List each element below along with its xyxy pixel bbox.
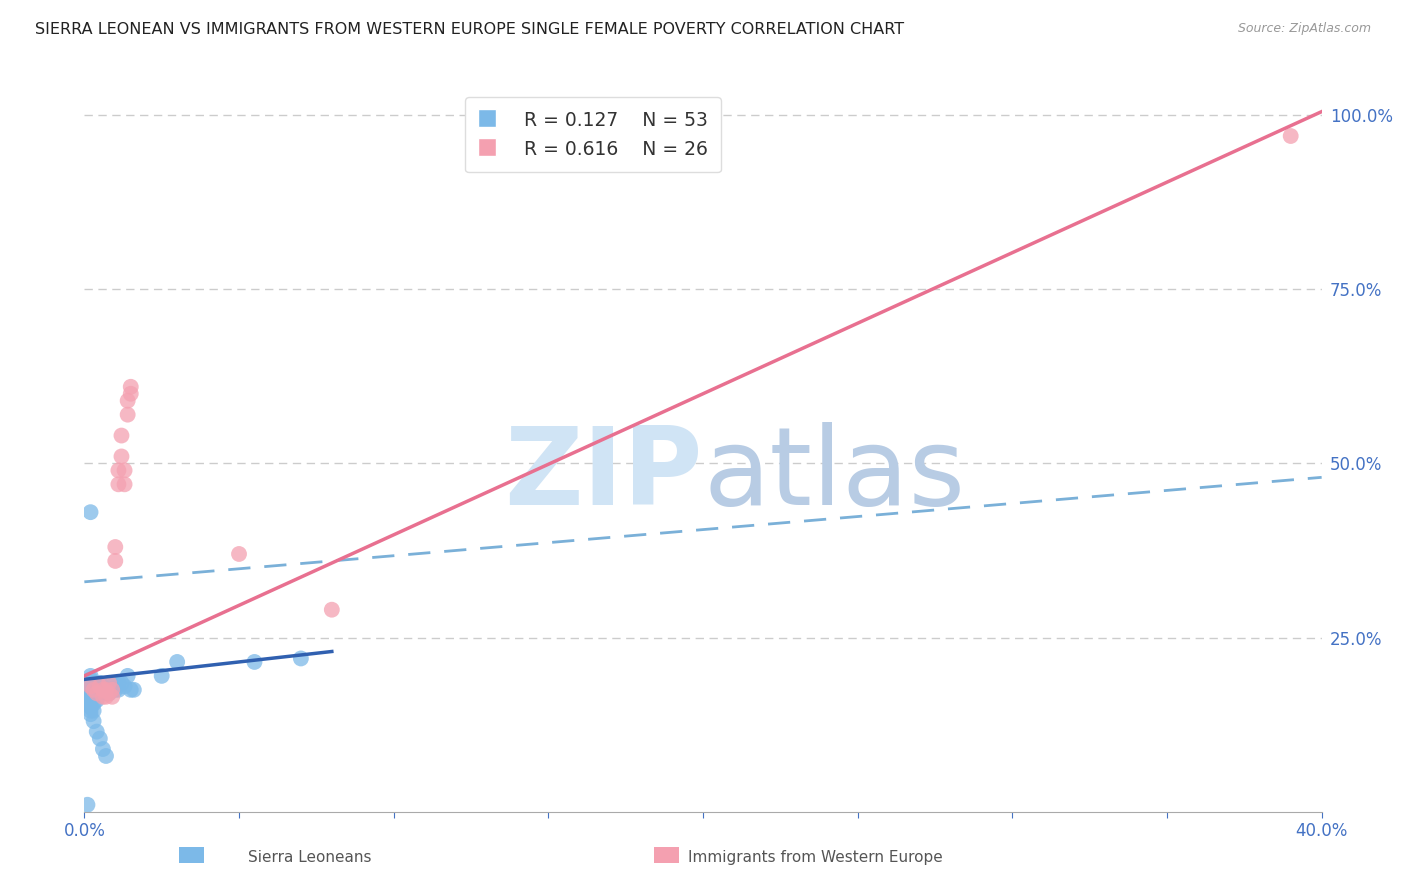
Point	[94, 749, 117, 764]
Point	[83, 682, 105, 697]
Point	[228, 547, 250, 561]
Point	[79, 700, 101, 714]
Point	[107, 463, 129, 477]
Point	[79, 673, 101, 687]
Point	[83, 697, 105, 711]
Point	[91, 690, 114, 704]
Point	[86, 724, 108, 739]
Point	[120, 386, 142, 401]
Legend:   R = 0.127    N = 53,   R = 0.616    N = 26: R = 0.127 N = 53, R = 0.616 N = 26	[465, 97, 721, 172]
Point	[104, 682, 127, 697]
Point	[243, 655, 266, 669]
Point	[91, 682, 114, 697]
Point	[91, 679, 114, 693]
Point	[79, 704, 101, 718]
Point	[79, 505, 101, 519]
Point	[79, 669, 101, 683]
Point	[79, 679, 101, 693]
Point	[101, 676, 124, 690]
Point	[79, 686, 101, 700]
Text: Source: ZipAtlas.com: Source: ZipAtlas.com	[1237, 22, 1371, 36]
FancyBboxPatch shape	[654, 847, 679, 863]
Point	[114, 463, 136, 477]
Point	[86, 679, 108, 693]
Point	[110, 450, 132, 464]
Point	[79, 679, 101, 693]
Point	[104, 540, 127, 554]
Point	[86, 686, 108, 700]
Point	[98, 686, 121, 700]
Point	[83, 682, 105, 697]
Point	[76, 693, 98, 707]
Point	[89, 731, 111, 746]
Point	[107, 676, 129, 690]
Point	[1279, 128, 1302, 143]
Point	[79, 682, 101, 697]
Point	[120, 380, 142, 394]
Point	[94, 690, 117, 704]
Point	[83, 690, 105, 704]
Point	[107, 682, 129, 697]
Point	[79, 693, 101, 707]
Point	[114, 477, 136, 491]
Point	[101, 682, 124, 697]
Point	[89, 682, 111, 697]
Point	[89, 676, 111, 690]
Point	[107, 477, 129, 491]
Point	[79, 707, 101, 722]
Point	[83, 704, 105, 718]
Point	[79, 697, 101, 711]
Text: Sierra Leoneans: Sierra Leoneans	[247, 850, 371, 865]
Point	[110, 676, 132, 690]
Point	[94, 682, 117, 697]
Point	[120, 682, 142, 697]
Point	[117, 408, 139, 422]
Point	[114, 679, 136, 693]
Point	[122, 682, 145, 697]
FancyBboxPatch shape	[179, 847, 204, 863]
Text: ZIP: ZIP	[505, 422, 703, 528]
Text: Immigrants from Western Europe: Immigrants from Western Europe	[688, 850, 943, 865]
Point	[89, 679, 111, 693]
Point	[83, 714, 105, 728]
Text: SIERRA LEONEAN VS IMMIGRANTS FROM WESTERN EUROPE SINGLE FEMALE POVERTY CORRELATI: SIERRA LEONEAN VS IMMIGRANTS FROM WESTER…	[35, 22, 904, 37]
Point	[110, 428, 132, 442]
Point	[117, 393, 139, 408]
Point	[98, 682, 121, 697]
Point	[101, 690, 124, 704]
Text: atlas: atlas	[703, 422, 965, 528]
Point	[83, 676, 105, 690]
Point	[98, 676, 121, 690]
Point	[76, 682, 98, 697]
Point	[94, 686, 117, 700]
Point	[76, 676, 98, 690]
Point	[76, 697, 98, 711]
Point	[86, 693, 108, 707]
Point	[150, 669, 173, 683]
Point	[91, 682, 114, 697]
Point	[98, 686, 121, 700]
Point	[79, 690, 101, 704]
Point	[104, 676, 127, 690]
Point	[86, 686, 108, 700]
Point	[76, 797, 98, 812]
Point	[94, 682, 117, 697]
Point	[321, 603, 343, 617]
Point	[104, 554, 127, 568]
Point	[101, 682, 124, 697]
Point	[91, 742, 114, 756]
Point	[117, 669, 139, 683]
Point	[290, 651, 312, 665]
Point	[166, 655, 188, 669]
